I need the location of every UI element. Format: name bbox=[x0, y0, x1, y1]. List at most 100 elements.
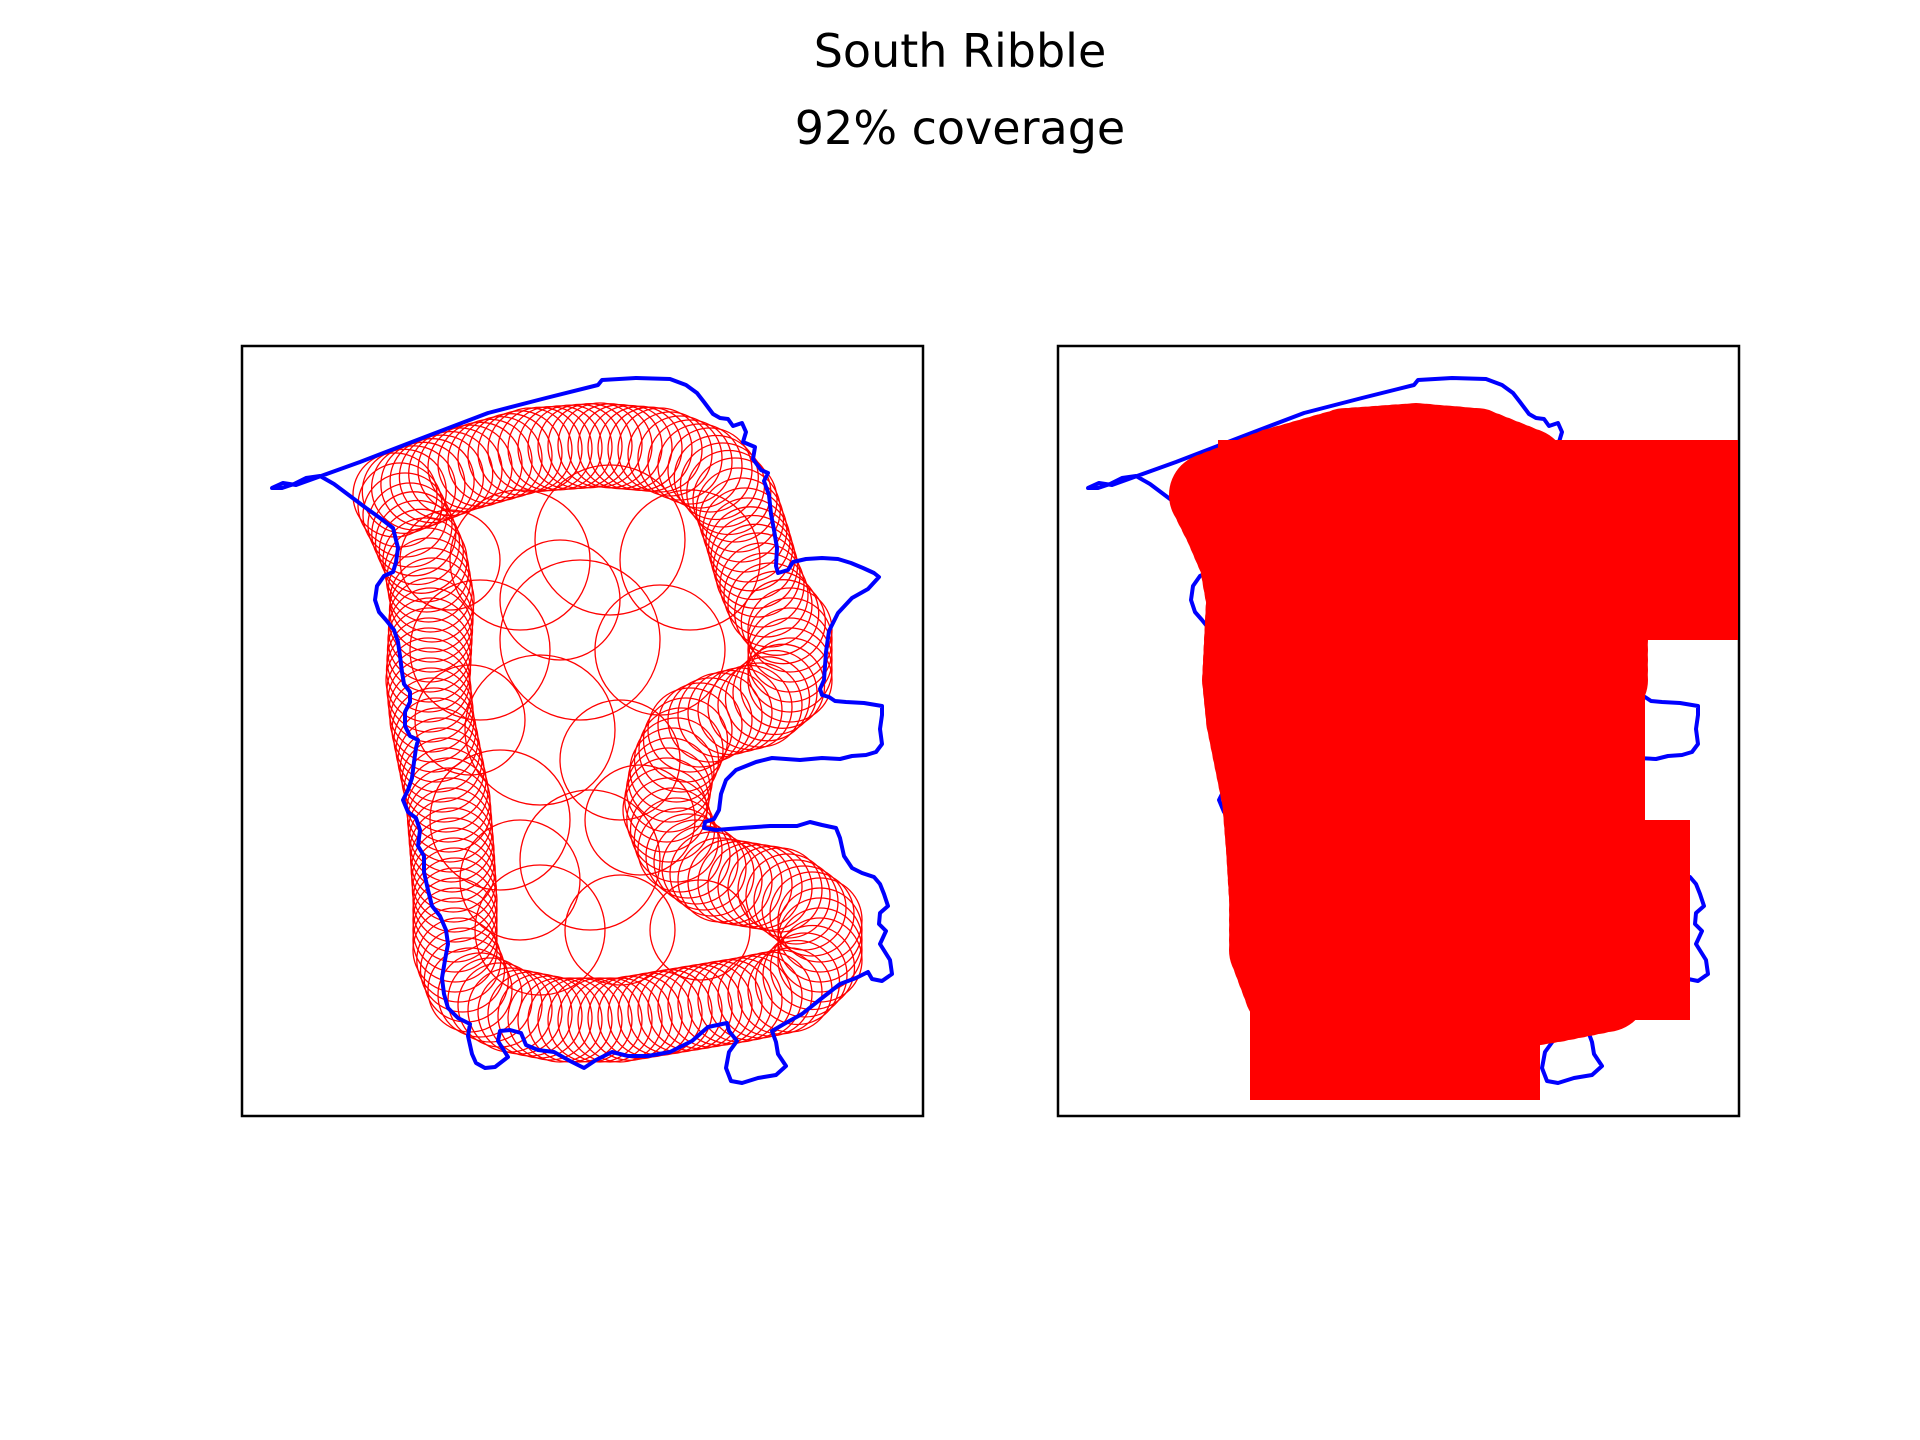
coverage-circle-outline bbox=[537, 977, 623, 1063]
coverage-circle-outline bbox=[577, 977, 663, 1063]
coverage-circle-outline bbox=[695, 467, 781, 553]
coverage-circle-outline bbox=[429, 749, 571, 891]
panel-frame-left bbox=[240, 344, 925, 1118]
coverage-circle-outline bbox=[657, 423, 743, 509]
coverage-circle-outline bbox=[647, 419, 733, 505]
coverage-circle-outline bbox=[386, 607, 473, 693]
coverage-circle-outline bbox=[707, 506, 794, 592]
coverage-circle-outline bbox=[499, 559, 661, 721]
coverage-circle-outline bbox=[385, 627, 472, 713]
district-boundary-left bbox=[270, 376, 894, 1085]
coverage-circle-outline bbox=[762, 932, 848, 1018]
coverage-circle-outline bbox=[412, 867, 498, 953]
coverage-circle-outline bbox=[399, 509, 501, 611]
coverage-circle-outline bbox=[361, 448, 447, 535]
coverage-circle-outline bbox=[657, 682, 743, 768]
figure-title: South Ribble bbox=[813, 24, 1107, 78]
coverage-circle-outline bbox=[389, 677, 475, 763]
coverage-circle-outline bbox=[723, 552, 809, 638]
coverage-circle-outline bbox=[717, 662, 803, 748]
coverage-fill-block bbox=[1470, 820, 1690, 1020]
coverage-circle-outline bbox=[419, 927, 506, 1013]
coverage-circle-outline bbox=[638, 707, 724, 793]
coverage-circle-outline bbox=[747, 587, 833, 673]
coverage-circle-outline bbox=[477, 410, 563, 496]
coverage-circle-outline bbox=[416, 917, 502, 1003]
coverage-circle-outline bbox=[633, 717, 720, 803]
coverage-circle-outline bbox=[557, 977, 643, 1063]
coverage-circle-outline bbox=[633, 797, 719, 883]
coverage-circle-outline bbox=[747, 607, 833, 693]
coverage-circle-outline bbox=[464, 654, 616, 806]
coverage-circle-outline bbox=[388, 567, 475, 653]
map-panel-left bbox=[240, 344, 925, 1118]
coverage-circle-outline bbox=[769, 924, 856, 1011]
figure-subtitle: 92% coverage bbox=[794, 101, 1126, 155]
coverage-circle-outline bbox=[584, 764, 696, 876]
coverage-circle-outline bbox=[412, 877, 498, 963]
coverage-circle-outline bbox=[627, 737, 713, 823]
coverage-circle-outline bbox=[387, 587, 474, 673]
coverage-circle-outline bbox=[388, 577, 474, 663]
coverage-fill-layer bbox=[1169, 403, 1738, 1100]
coverage-circle-outline bbox=[497, 406, 583, 492]
coverage-circle-outline bbox=[397, 717, 483, 803]
coverage-circle-outline bbox=[497, 973, 583, 1059]
coverage-circle-outline bbox=[371, 491, 457, 577]
coverage-circle-outline bbox=[777, 887, 863, 973]
coverage-circle-outline bbox=[747, 627, 833, 713]
coverage-circle-outline bbox=[564, 874, 676, 986]
coverage-circle-outline bbox=[739, 643, 826, 729]
coverage-circle-outline bbox=[732, 649, 818, 736]
coverage-circle-outline bbox=[393, 697, 479, 783]
coverage-circle-outline bbox=[362, 472, 448, 558]
panel-frame-right bbox=[1056, 344, 1741, 1118]
coverage-circle-outline bbox=[649, 879, 751, 981]
coverage-circle-outline bbox=[619, 489, 761, 631]
coverage-circle-outline bbox=[507, 975, 593, 1061]
coverage-circle-outline bbox=[382, 517, 468, 603]
coverage-circle-outline bbox=[380, 441, 466, 527]
coverage-circle-outline bbox=[398, 434, 485, 520]
coverage-circle-outline bbox=[559, 699, 681, 821]
coverage-circle-outline bbox=[567, 977, 653, 1063]
coverage-circle-outline bbox=[414, 664, 526, 776]
coverage-circle-outline bbox=[437, 421, 523, 507]
coverage-circle-outline bbox=[409, 579, 551, 721]
coverage-circle-outline bbox=[692, 457, 778, 543]
coverage-circle-outline bbox=[391, 687, 477, 773]
coverage-circle-outline bbox=[467, 413, 553, 499]
coverage-circle-outline bbox=[534, 464, 686, 616]
coverage-circle-outline bbox=[378, 508, 464, 594]
coverage-circle-outline bbox=[645, 813, 731, 899]
coverage-circle-outline bbox=[597, 405, 683, 491]
coverage-circle-outline bbox=[745, 853, 831, 939]
coverage-circle-outline bbox=[519, 789, 661, 931]
coverage-circle-outline bbox=[467, 967, 553, 1053]
coverage-circle-outline bbox=[740, 579, 826, 665]
coverage-circle-outline bbox=[727, 951, 813, 1037]
coverage-circle-outline bbox=[352, 452, 438, 538]
coverage-circle-outline bbox=[474, 864, 606, 996]
map-panel-right bbox=[1056, 344, 1741, 1118]
coverage-circle-outline bbox=[707, 955, 793, 1041]
coverage-circle-outline bbox=[401, 737, 487, 823]
coverage-circle-outline bbox=[374, 499, 461, 586]
coverage-circle-outline bbox=[386, 617, 472, 703]
coverage-circle-outline bbox=[624, 757, 710, 843]
coverage-circle-outline bbox=[389, 557, 475, 643]
coverage-circle-outline bbox=[412, 897, 498, 983]
coverage-circle-outline bbox=[677, 672, 763, 758]
coverage-circle-outline bbox=[777, 877, 863, 963]
coverage-circle-outline bbox=[417, 427, 503, 513]
coverage-circle-outline bbox=[357, 462, 443, 548]
coverage-circle-outline bbox=[769, 871, 855, 957]
coverage-circle-outline bbox=[669, 831, 755, 917]
coverage-circle-outline bbox=[487, 971, 573, 1057]
coverage-circle-outline bbox=[499, 539, 621, 661]
circle-outlines-layer bbox=[352, 402, 863, 1063]
coverage-circle-outline bbox=[405, 757, 491, 843]
coverage-circle-outline bbox=[412, 907, 498, 993]
coverage-circle-outline bbox=[412, 887, 498, 973]
